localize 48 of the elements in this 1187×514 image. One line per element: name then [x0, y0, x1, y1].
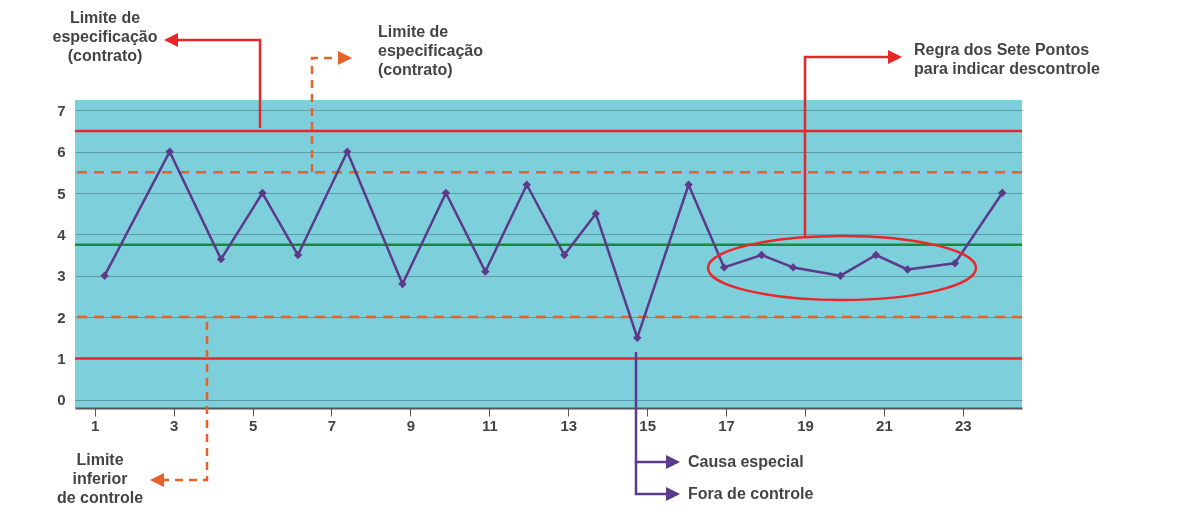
point: [757, 250, 766, 260]
point: [481, 267, 490, 276]
y-tick-label: 6: [57, 143, 66, 161]
x-tick-label: 23: [954, 416, 972, 434]
text: Limite de especificação (contrato): [51, 8, 159, 65]
y-tick-label: 3: [57, 267, 66, 285]
x-tick-label: 5: [248, 416, 258, 434]
x-tick-label: 7: [327, 416, 337, 434]
point: [788, 263, 798, 272]
point: [998, 188, 1007, 198]
point: [719, 263, 729, 272]
point: [216, 254, 226, 264]
point: [100, 271, 109, 280]
x-tick-label: 13: [560, 416, 578, 434]
y-tick-label: 0: [57, 391, 66, 409]
point: [871, 250, 881, 260]
y-tick-label: 5: [57, 184, 66, 202]
point: [343, 147, 352, 156]
text: Causa especial: [688, 452, 805, 471]
point: [591, 209, 601, 218]
y-tick-label: 7: [57, 101, 66, 119]
point: [836, 271, 845, 280]
text: Fora de controle: [688, 484, 815, 503]
point: [398, 279, 407, 289]
y-tick-label: 2: [57, 308, 66, 326]
x-tick-label: 1: [91, 416, 100, 434]
x-tick-label: 19: [797, 416, 814, 434]
y-tick-label: 4: [57, 225, 67, 243]
point: [293, 250, 303, 260]
point: [950, 259, 960, 268]
point: [522, 180, 531, 189]
text: Regra dos Sete Pontos para indicar descontrole: [914, 40, 1101, 78]
x-tick-label: 21: [876, 416, 893, 434]
y-tick-label: 1: [57, 349, 66, 367]
x-tick-label: 9: [406, 416, 416, 434]
text: Limite de especificação (contrato): [378, 22, 484, 79]
x-tick-label: 3: [169, 416, 179, 434]
x-tick-label: 15: [639, 416, 656, 434]
point: [165, 147, 174, 156]
point: [903, 265, 912, 274]
point: [258, 188, 267, 198]
point: [441, 188, 451, 198]
point: [684, 180, 693, 189]
point: [633, 333, 642, 342]
text: Limite inferior de controle: [55, 450, 145, 507]
x-tick-label: 11: [481, 416, 498, 434]
x-tick-label: 17: [718, 416, 735, 434]
point: [560, 250, 569, 260]
